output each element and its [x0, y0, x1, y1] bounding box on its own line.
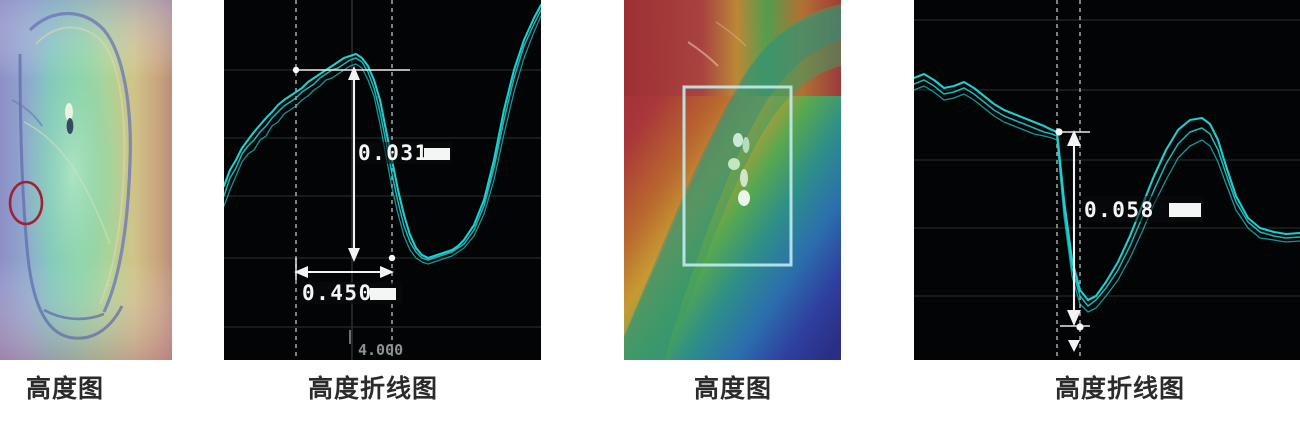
marker-point-top: [1055, 128, 1063, 136]
vertical-dimension-value: 0.031: [358, 141, 429, 165]
vertical-dimension-group: [1055, 128, 1090, 352]
gridlines-horizontal: [224, 69, 541, 328]
roi-selection-box[interactable]: [682, 85, 793, 267]
caption-height-profile-right: 高度折线图: [1054, 375, 1186, 403]
vertical-dimension-group: [292, 66, 410, 262]
axis-tick-stub: 4.000: [349, 330, 403, 359]
marker-point-top: [292, 66, 300, 74]
vertical-dimension-value: 0.058: [1084, 198, 1155, 222]
profile-traces: [914, 72, 1300, 313]
height-profile-left-chart: 0.031 0.450 4.000: [224, 0, 541, 360]
defect-marker-circle: [8, 180, 44, 226]
horizontal-dimension-group: [294, 254, 396, 280]
height-map-left-image: [0, 0, 172, 360]
caption-height-map-left: 高度图: [25, 375, 105, 403]
horizontal-dimension-value: 0.450: [302, 281, 373, 305]
marker-point-bottom: [388, 254, 396, 262]
profile-traces: [224, 3, 541, 265]
height-map-right-panel: [624, 0, 841, 360]
defect-cluster: [728, 133, 750, 206]
gridlines-horizontal: [914, 19, 1300, 297]
height-profile-left-panel: 0.031 0.450 4.000: [224, 0, 541, 360]
measurement-cursors[interactable]: [1056, 0, 1081, 360]
marker-point-bottom: [1076, 323, 1084, 331]
axis-tick-stub-text: 4.000: [358, 341, 403, 359]
vertical-dimension-label: 0.031: [356, 141, 452, 165]
vertical-dimension-label: 0.058: [1082, 196, 1204, 222]
height-map-right-image: [624, 0, 841, 360]
horizontal-dimension-label: 0.450: [300, 281, 402, 305]
caption-height-profile-left: 高度折线图: [307, 375, 439, 403]
height-map-left-panel: [0, 0, 172, 360]
height-profile-right-chart: 0.058: [914, 0, 1300, 360]
height-profile-right-panel: 0.058: [914, 0, 1300, 360]
caption-height-map-right: 高度图: [693, 375, 773, 403]
